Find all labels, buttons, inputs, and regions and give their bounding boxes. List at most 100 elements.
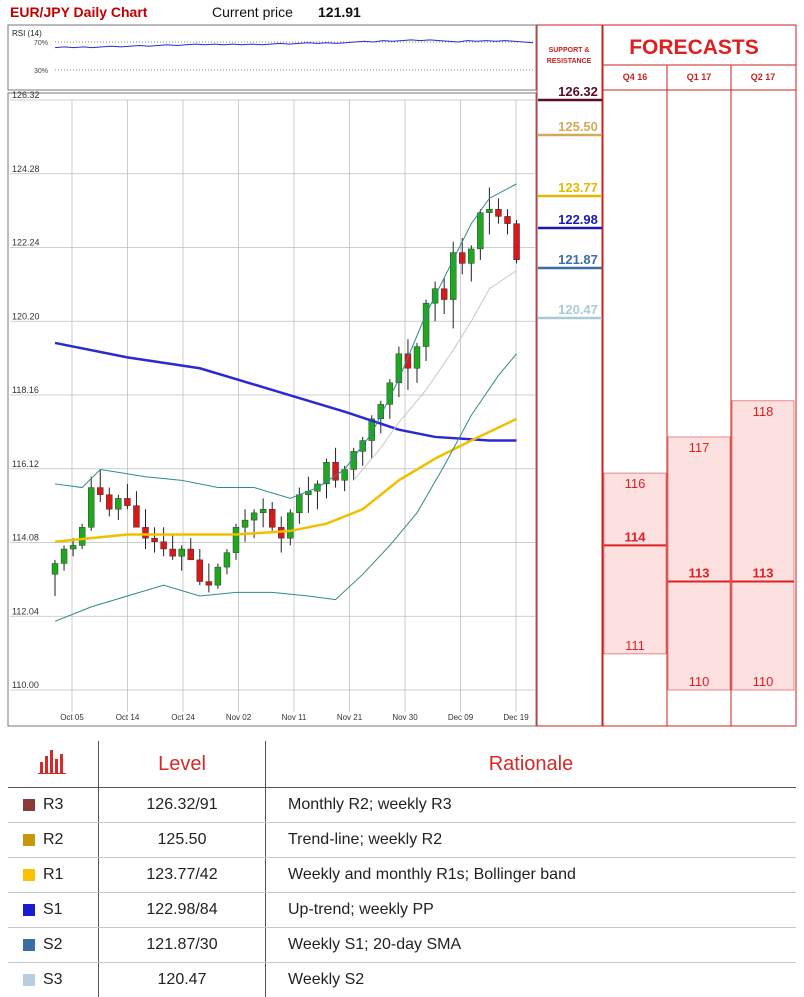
- candle: [97, 488, 103, 495]
- rsi-label: RSI (14): [12, 29, 42, 38]
- level-value: 123.77/42: [99, 858, 266, 893]
- level-name: S3: [43, 971, 63, 988]
- level-rationale: Weekly S1; 20-day SMA: [266, 928, 797, 963]
- forecast-median-value: 113: [753, 566, 774, 581]
- x-tick-label: Nov 30: [392, 713, 418, 722]
- current-price-value: 121.91: [318, 4, 361, 20]
- candle: [133, 506, 139, 528]
- level-value: 125.50: [99, 823, 266, 858]
- sr-level-value: 123.77: [558, 180, 598, 195]
- y-tick-label: 116.12: [12, 459, 39, 469]
- candle: [260, 509, 266, 513]
- forecast-high-value: 116: [625, 476, 646, 491]
- x-tick-label: Nov 02: [226, 713, 252, 722]
- level-name: S2: [43, 936, 63, 953]
- table-header-level: Level: [99, 741, 266, 788]
- candle: [206, 582, 212, 586]
- level-value: 121.87/30: [99, 928, 266, 963]
- rsi-level-high: 70%: [34, 40, 48, 47]
- candle: [477, 213, 483, 249]
- level-value: 126.32/91: [99, 788, 266, 823]
- level-rationale: Trend-line; weekly R2: [266, 823, 797, 858]
- table-header-row: Level Rationale: [8, 741, 796, 788]
- candle: [251, 513, 257, 520]
- x-tick-label: Oct 14: [116, 713, 140, 722]
- sr-level-value: 120.47: [558, 302, 598, 317]
- level-color-swatch: [23, 869, 35, 881]
- rsi-panel: RSI (14) 70% 30%: [8, 25, 536, 90]
- x-tick-label: Nov 21: [337, 713, 363, 722]
- candle: [459, 253, 465, 264]
- level-color-swatch: [23, 799, 35, 811]
- x-tick-label: Dec 09: [448, 713, 474, 722]
- candle: [61, 549, 67, 563]
- level-name-cell: S2: [8, 928, 99, 963]
- candle: [505, 216, 511, 223]
- candle: [179, 549, 185, 556]
- candle: [269, 509, 275, 527]
- forecast-high-value: 117: [689, 440, 710, 455]
- y-tick-label: 112.04: [12, 606, 39, 616]
- candle: [486, 209, 492, 213]
- y-tick-label: 124.28: [12, 164, 40, 174]
- level-rationale: Weekly and monthly R1s; Bollinger band: [266, 858, 797, 893]
- forecast-median-value: 113: [689, 566, 710, 581]
- candle: [161, 542, 167, 549]
- candle: [287, 513, 293, 538]
- candle: [441, 289, 447, 300]
- candle: [333, 462, 339, 480]
- candle: [242, 520, 248, 527]
- level-value: 122.98/84: [99, 893, 266, 928]
- level-name-cell: S1: [8, 893, 99, 928]
- support-resistance-panel: SUPPORT & RESISTANCE 126.32125.50123.771…: [537, 25, 602, 726]
- candle: [296, 495, 302, 513]
- candle: [79, 527, 85, 545]
- sr-level-value: 122.98: [558, 212, 598, 227]
- chart-title: EUR/JPY Daily Chart: [10, 4, 148, 20]
- price-plot: 126.32124.28122.24120.20118.16116.12114.…: [8, 90, 536, 726]
- candle: [115, 498, 121, 509]
- level-name: R1: [43, 866, 63, 883]
- sr-level-value: 126.32: [558, 84, 598, 99]
- table-header-icon-cell: [8, 741, 99, 788]
- level-rationale: Monthly R2; weekly R3: [266, 788, 797, 823]
- y-tick-label: 110.00: [12, 680, 39, 690]
- level-name-cell: R3: [8, 788, 99, 823]
- level-color-swatch: [23, 904, 35, 916]
- forecast-range-box: [668, 437, 730, 690]
- candle: [224, 553, 230, 567]
- candle: [468, 249, 474, 263]
- candle: [215, 567, 221, 585]
- sr-title-line1: SUPPORT &: [549, 47, 590, 54]
- table-header-rationale: Rationale: [266, 741, 797, 788]
- forecast-column-label: Q1 17: [687, 72, 712, 82]
- level-name-cell: R2: [8, 823, 99, 858]
- current-price-label: Current price: [212, 4, 293, 20]
- level-name: S1: [43, 901, 63, 918]
- candle: [197, 560, 203, 582]
- level-name: R2: [43, 831, 63, 848]
- x-tick-label: Oct 05: [60, 713, 84, 722]
- candle: [495, 209, 501, 216]
- forecast-low-value: 110: [753, 674, 774, 689]
- forecast-column-label: Q2 17: [751, 72, 776, 82]
- sr-level-value: 121.87: [558, 252, 598, 267]
- y-tick-label: 114.08: [12, 533, 39, 543]
- forecast-high-value: 118: [753, 404, 774, 419]
- y-tick-label: 120.20: [12, 311, 40, 321]
- candle: [405, 354, 411, 368]
- x-tick-label: Dec 19: [503, 713, 529, 722]
- candle: [124, 498, 130, 505]
- candle: [170, 549, 176, 556]
- forecast-median-value: 114: [625, 529, 647, 544]
- candle: [414, 347, 420, 369]
- level-color-swatch: [23, 939, 35, 951]
- forecast-range-box: [732, 401, 794, 690]
- forecast-low-value: 111: [625, 638, 645, 653]
- x-tick-label: Nov 11: [282, 713, 307, 722]
